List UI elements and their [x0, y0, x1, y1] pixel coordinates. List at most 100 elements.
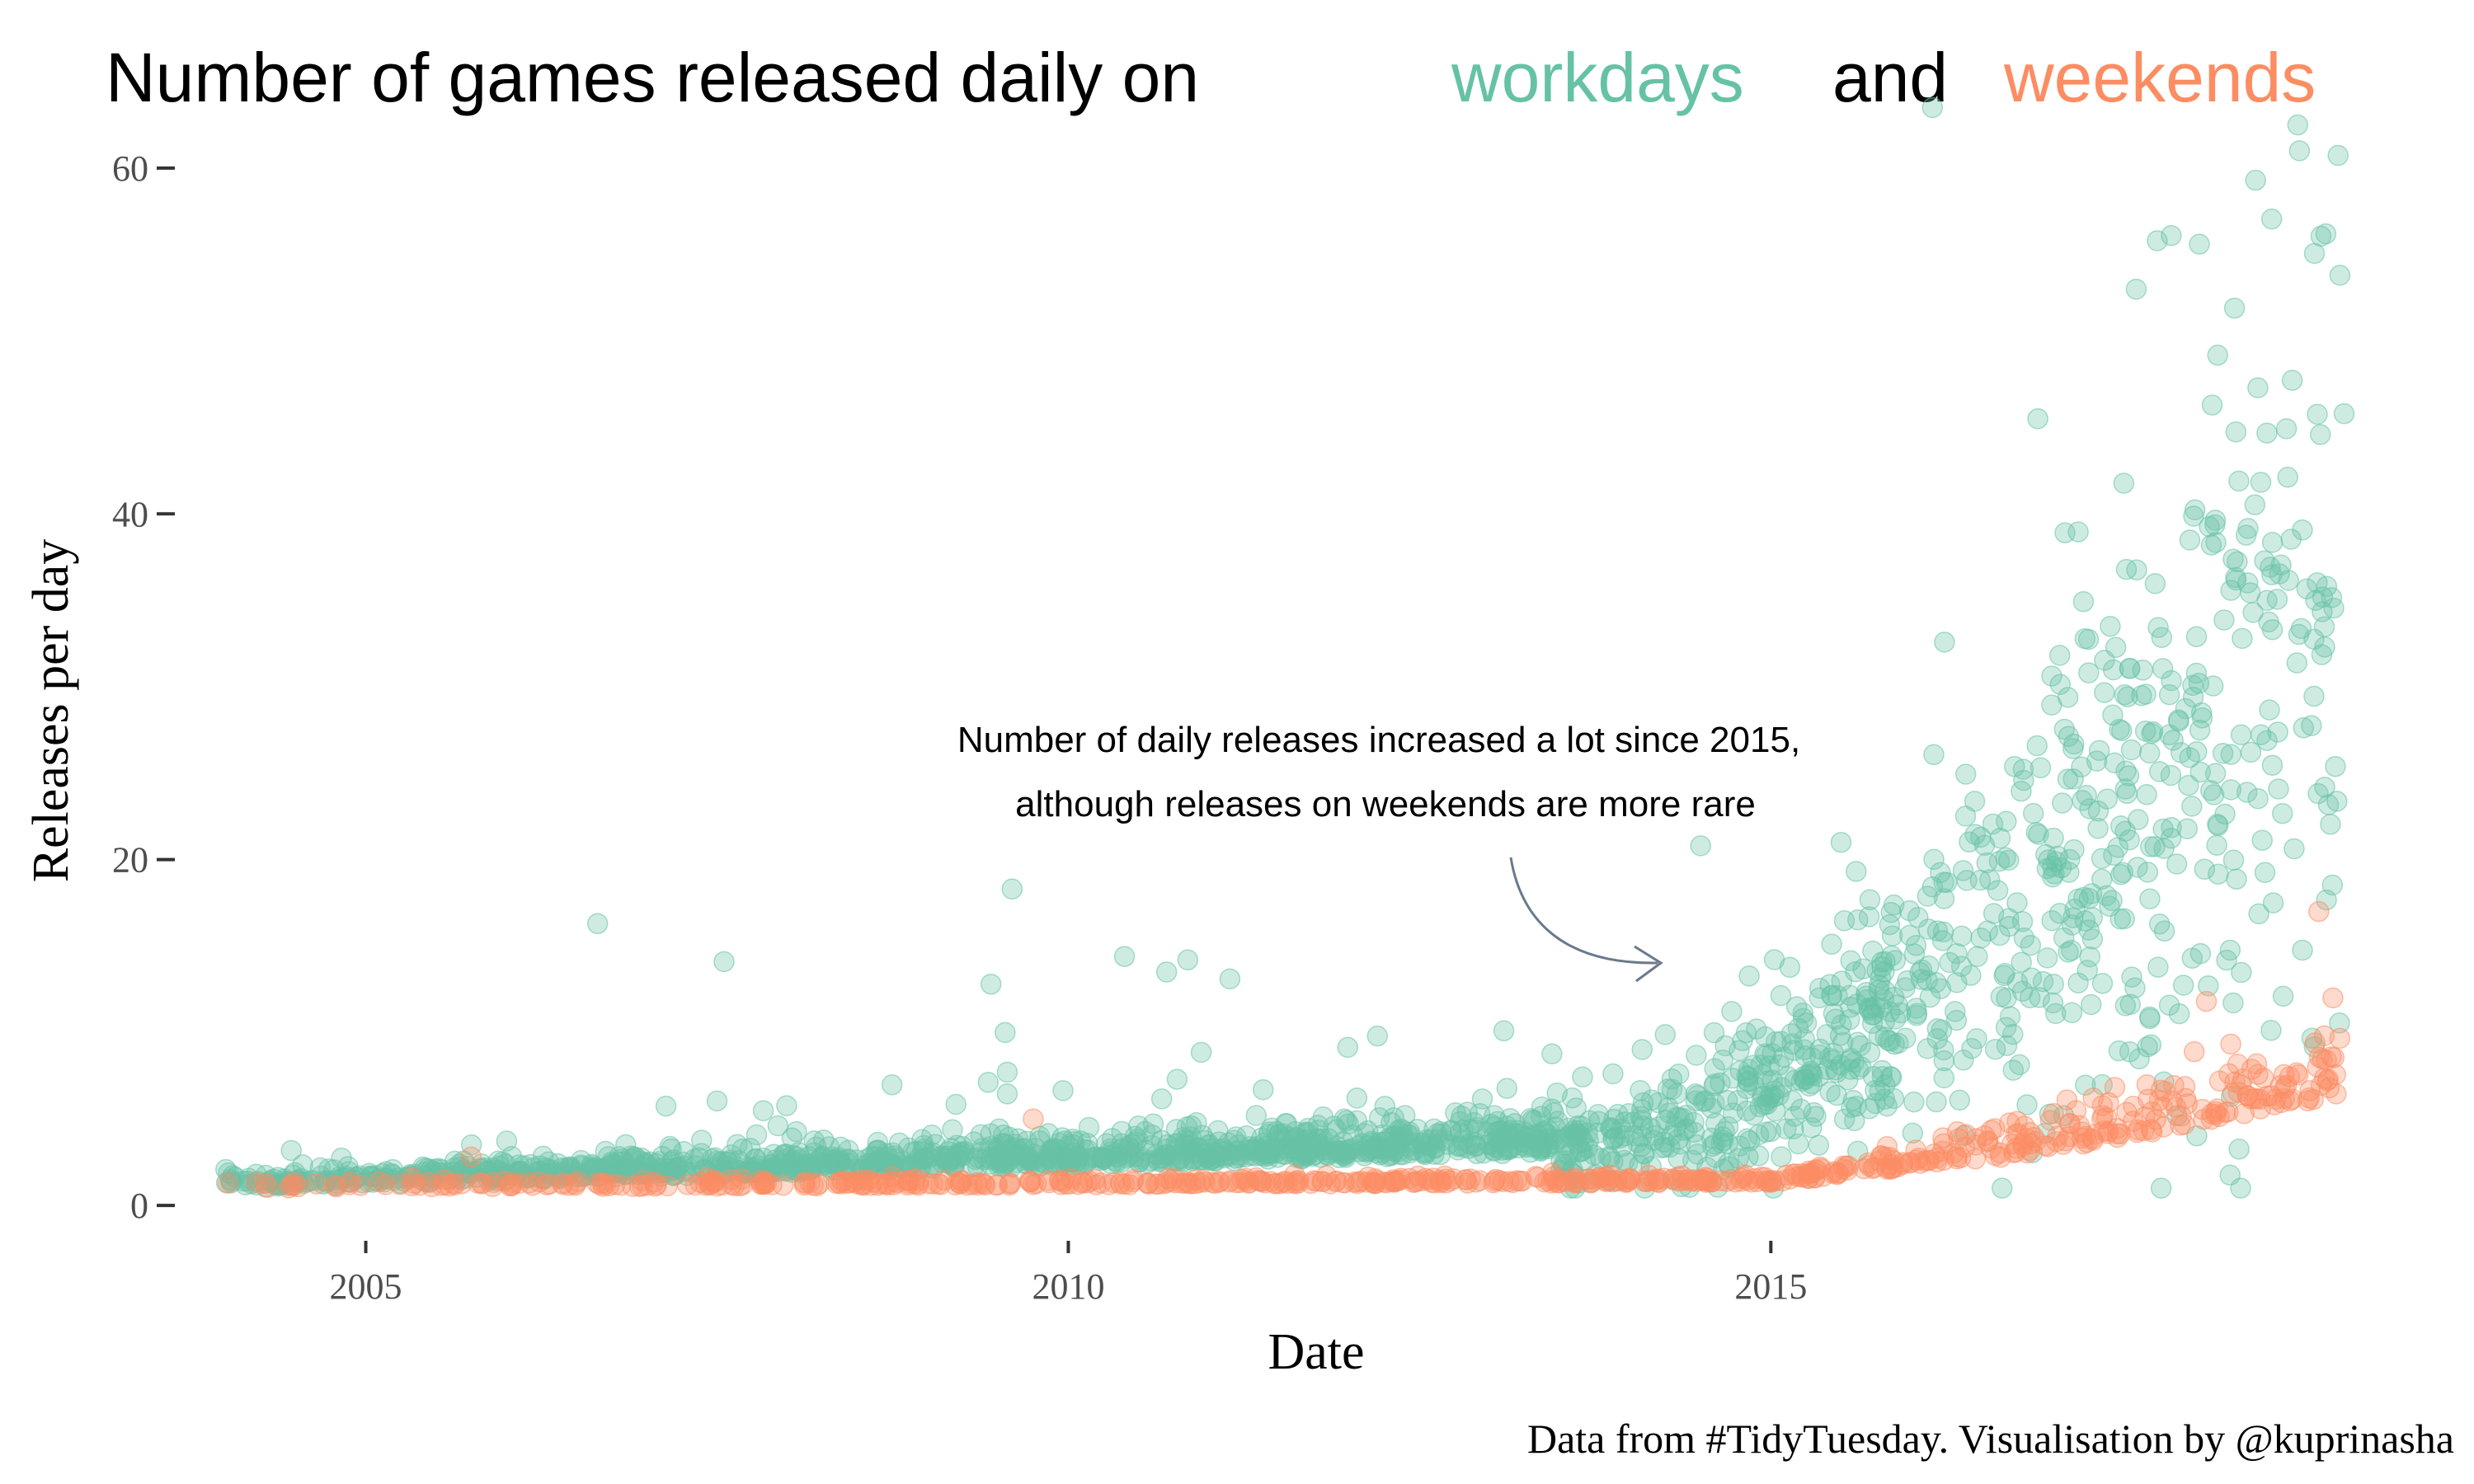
workday-point	[2161, 224, 2182, 247]
workday-point	[2189, 719, 2211, 741]
workday-point	[1668, 1063, 1690, 1085]
workday-point	[2029, 987, 2050, 1008]
workday-point	[2102, 659, 2124, 681]
workday-point	[2147, 617, 2169, 638]
workday-point	[2114, 995, 2137, 1017]
workday-point	[727, 1134, 748, 1155]
workday-point	[1654, 1024, 1677, 1045]
workday-point	[2102, 704, 2124, 726]
workday-point	[950, 1141, 972, 1163]
workday-point	[2204, 763, 2227, 784]
workday-point	[2272, 985, 2294, 1007]
workday-point	[1001, 878, 1023, 900]
workday-point	[1750, 1054, 1771, 1076]
workday-point	[2323, 597, 2345, 619]
workday-point	[2314, 777, 2335, 798]
workday-point	[1366, 1134, 1387, 1157]
workday-point	[2225, 566, 2246, 589]
workday-point	[1884, 950, 1907, 971]
workday-point	[2138, 742, 2161, 764]
workday-point	[2052, 792, 2073, 814]
workday-point	[1996, 810, 2017, 833]
weekend-point	[1534, 1171, 1555, 1193]
workday-point	[2147, 956, 2169, 978]
workday-point	[2292, 939, 2313, 961]
workday-point	[1954, 763, 1977, 785]
workday-point	[1787, 1133, 1809, 1155]
workday-point	[2271, 802, 2293, 824]
workday-point	[2148, 761, 2171, 782]
weekend-point	[2246, 1053, 2268, 1075]
workday-point	[2288, 140, 2311, 162]
workday-point	[2185, 626, 2208, 647]
workday-point	[2268, 778, 2289, 800]
workday-point	[767, 1115, 789, 1137]
weekend-point	[246, 1172, 267, 1194]
workday-point	[2150, 1177, 2172, 1199]
workday-point	[2256, 589, 2278, 611]
workday-point	[1770, 1031, 1792, 1052]
workday-point	[2202, 675, 2224, 697]
workday-point	[1846, 861, 1867, 882]
title-conjunction: and	[1832, 39, 1948, 116]
workday-point	[1868, 1025, 1890, 1046]
workday-point	[1565, 1097, 1587, 1119]
workday-point	[2267, 721, 2288, 743]
workday-point	[776, 1095, 797, 1116]
workday-point	[2094, 682, 2115, 703]
weekend-point	[326, 1176, 347, 1198]
workday-point	[1960, 965, 1982, 986]
workday-point	[1449, 1111, 1471, 1133]
chart-title: Number of games released daily on workda…	[106, 39, 2316, 116]
workday-point	[1998, 849, 2020, 871]
workday-point	[1099, 1144, 1122, 1166]
workday-point	[1917, 885, 1939, 907]
workday-point	[1987, 880, 2009, 901]
workday-point	[2230, 1177, 2251, 1199]
workday-point	[2114, 908, 2135, 930]
workday-point	[2219, 939, 2241, 961]
workday-point	[2281, 369, 2303, 392]
workday-point	[1543, 1102, 1565, 1124]
workday-point	[496, 1130, 518, 1152]
workday-point	[2176, 818, 2199, 840]
workday-point	[1754, 1043, 1776, 1065]
workday-point	[2160, 764, 2182, 787]
title-workdays-word: workdays	[1451, 39, 1744, 116]
y-axis: 0 20 40 60	[112, 148, 175, 1226]
workday-point	[1930, 978, 1952, 999]
workday-point	[1572, 1066, 1593, 1088]
workday-point	[1332, 1131, 1354, 1153]
workday-point	[2227, 551, 2248, 573]
workday-point	[1394, 1105, 1416, 1126]
workday-point	[2329, 1012, 2350, 1034]
workday-point	[2204, 514, 2226, 536]
weekend-point	[2043, 1102, 2064, 1125]
weekend-point	[1564, 1167, 1585, 1189]
workday-point	[2254, 550, 2275, 571]
x-tick-label: 2010	[1032, 1266, 1104, 1307]
workday-point	[1903, 943, 1926, 965]
workday-point	[2201, 394, 2223, 416]
workday-point	[1953, 1050, 1974, 1071]
workday-point	[2333, 402, 2355, 425]
workday-point	[1366, 1025, 1389, 1047]
workday-point	[2244, 494, 2266, 516]
weekend-point	[1668, 1171, 1690, 1192]
workday-point	[2126, 559, 2147, 581]
workday-point	[2327, 144, 2349, 167]
workday-point	[1771, 1077, 1793, 1098]
workday-point	[2162, 730, 2184, 751]
workday-point	[2137, 862, 2159, 883]
weekend-point	[1235, 1170, 1257, 1192]
workday-point	[2140, 1034, 2162, 1055]
workday-point	[1602, 1063, 1624, 1085]
workday-point	[1721, 1001, 1743, 1022]
workday-point	[2240, 741, 2262, 763]
workday-point	[2212, 742, 2234, 764]
workday-point	[1990, 986, 2012, 1007]
workday-point	[1898, 899, 1921, 922]
workday-point	[1964, 791, 1986, 812]
workday-point	[2189, 233, 2210, 255]
workday-point	[1166, 1068, 1188, 1090]
